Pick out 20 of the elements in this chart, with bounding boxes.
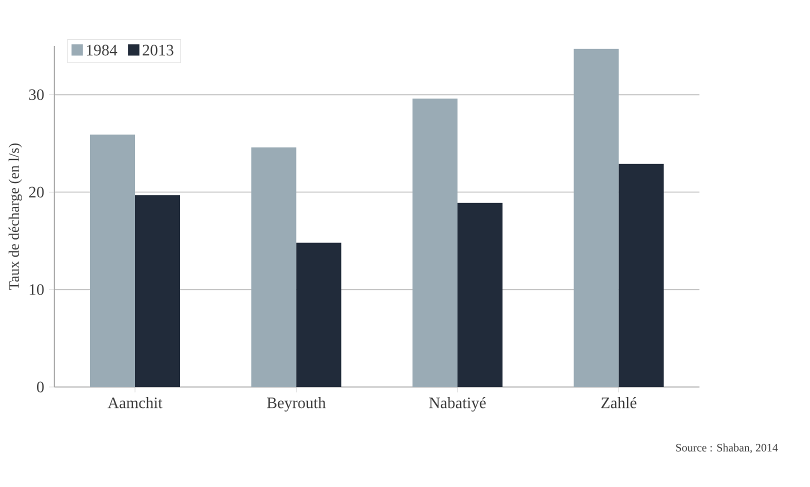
y-tick-label: 20 <box>29 186 44 198</box>
bar <box>251 147 296 387</box>
bar <box>458 202 503 387</box>
x-tick-label: Aamchit <box>108 397 162 408</box>
bar <box>412 98 458 387</box>
bar <box>90 134 136 387</box>
x-tick-label: Zahlé <box>601 397 636 408</box>
y-tick-label: 30 <box>29 89 44 100</box>
y-tick-label: 10 <box>30 284 44 295</box>
source-note: Source : Shaban, 2014 <box>676 444 778 454</box>
bar <box>618 164 664 387</box>
bar <box>296 242 342 387</box>
bar <box>574 48 619 387</box>
legend-label: 1984 <box>86 44 118 56</box>
bar <box>135 195 180 387</box>
x-tick-label: Nabatiyé <box>429 397 486 412</box>
legend-label: 2013 <box>142 44 174 56</box>
y-axis-title: Taux de décharge (en l/s) <box>8 144 22 290</box>
x-tick-label: Beyrouth <box>267 397 326 412</box>
y-tick-label: 0 <box>36 382 44 392</box>
